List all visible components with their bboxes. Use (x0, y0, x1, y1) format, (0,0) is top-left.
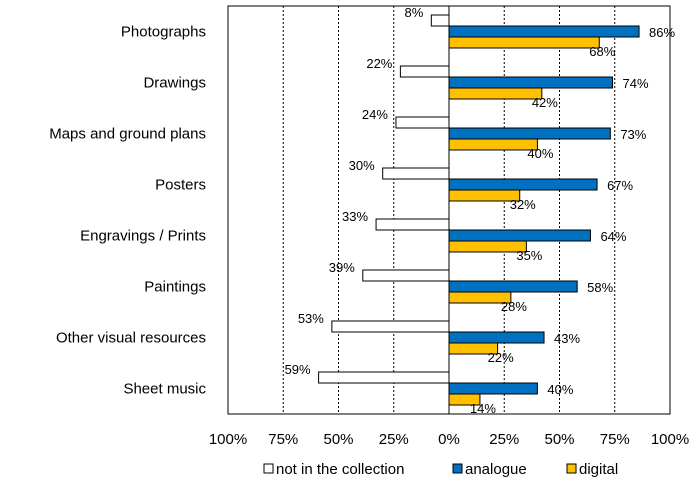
bar-not-in-collection (395, 116, 450, 129)
data-label-not-in-collection: 33% (342, 209, 368, 224)
bar-not-in-collection (362, 269, 450, 282)
x-tick-label: 75% (600, 431, 630, 448)
data-label-analogue: 86% (649, 25, 675, 40)
bar-not-in-collection (318, 371, 450, 384)
bar-not-in-collection (375, 218, 450, 231)
data-label-digital: 32% (510, 197, 536, 212)
x-tick-label: 100% (651, 431, 689, 448)
data-label-analogue: 74% (623, 76, 649, 91)
bar-analogue (448, 229, 591, 242)
legend-label: analogue (465, 461, 527, 478)
bar-analogue (448, 25, 640, 38)
data-label-not-in-collection: 22% (366, 56, 392, 71)
data-label-digital: 40% (527, 146, 553, 161)
data-label-analogue: 43% (554, 331, 580, 346)
bar-analogue (448, 127, 611, 140)
data-label-analogue: 40% (547, 382, 573, 397)
legend-label: digital (579, 461, 618, 478)
data-label-digital: 22% (488, 350, 514, 365)
legend-swatch (263, 463, 274, 474)
bar-digital (448, 36, 600, 49)
data-labels: 8% 86% 68% 22% 74% 42% 24% 73% 40% 30% 67% 32% 33% 64… (285, 5, 676, 416)
data-label-digital: 14% (470, 401, 496, 416)
x-tick-label: 75% (268, 431, 298, 448)
bar-not-in-collection (430, 14, 450, 27)
bar-analogue (448, 331, 545, 344)
category-label: Paintings (144, 279, 206, 296)
data-label-not-in-collection: 53% (298, 311, 324, 326)
x-tick-label: 25% (379, 431, 409, 448)
category-label: Other visual resources (56, 330, 206, 347)
data-label-not-in-collection: 59% (285, 362, 311, 377)
legend-swatch (566, 463, 577, 474)
bar-digital (448, 87, 543, 100)
x-tick-label: 50% (544, 431, 574, 448)
bar-analogue (448, 76, 614, 89)
data-label-not-in-collection: 30% (349, 158, 375, 173)
data-label-analogue: 73% (620, 127, 646, 142)
bar-digital (448, 138, 538, 151)
x-tick-label: 0% (438, 431, 460, 448)
bar-not-in-collection (399, 65, 450, 78)
data-label-analogue: 64% (600, 229, 626, 244)
data-label-digital: 42% (532, 95, 558, 110)
bar-digital (448, 240, 527, 253)
x-tick-label: 25% (489, 431, 519, 448)
grid-lines (282, 6, 616, 414)
data-label-not-in-collection: 8% (405, 5, 424, 20)
category-label: Photographs (121, 24, 206, 41)
data-label-analogue: 67% (607, 178, 633, 193)
category-label: Sheet music (123, 381, 206, 398)
data-label-not-in-collection: 24% (362, 107, 388, 122)
data-label-digital: 68% (589, 44, 615, 59)
bar-not-in-collection (382, 167, 450, 180)
legend-swatch (452, 463, 463, 474)
category-label: Engravings / Prints (80, 228, 206, 245)
data-label-analogue: 58% (587, 280, 613, 295)
data-label-digital: 35% (516, 248, 542, 263)
x-tick-label: 50% (323, 431, 353, 448)
bar-not-in-collection (331, 320, 450, 333)
x-tick-labels: 100% 75% 50% 25% 0% 25% 50% 75% 100% (209, 431, 689, 448)
legend-label: not in the collection (276, 461, 404, 478)
data-label-not-in-collection: 39% (329, 260, 355, 275)
legend: not in the collection analogue digital (263, 461, 618, 478)
bar-analogue (448, 382, 538, 395)
category-label: Posters (155, 177, 206, 194)
category-labels: Photographs Drawings Maps and ground plans… (49, 24, 206, 398)
bar-analogue (448, 178, 598, 191)
category-label: Maps and ground plans (49, 126, 206, 143)
x-tick-label: 100% (209, 431, 247, 448)
bar-analogue (448, 280, 578, 293)
category-label: Drawings (143, 75, 206, 92)
data-label-digital: 28% (501, 299, 527, 314)
